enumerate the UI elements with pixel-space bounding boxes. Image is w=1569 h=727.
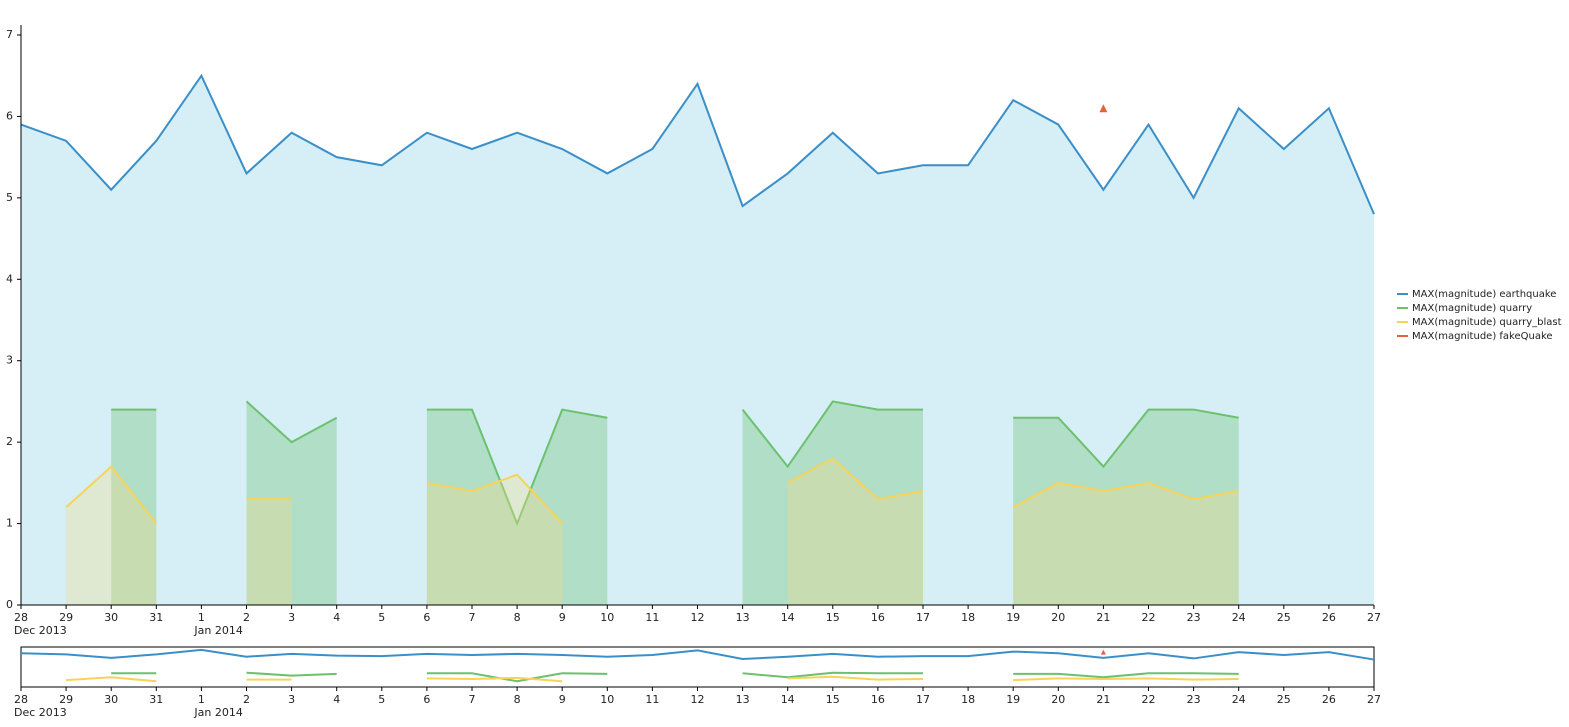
x-tick-label: 30	[104, 611, 118, 624]
line	[20, 73, 1375, 215]
x-tick-label: 8	[514, 693, 521, 706]
area	[111, 401, 1239, 605]
x-tick-label: 15	[826, 693, 840, 706]
x-tick-label: 4	[333, 611, 340, 624]
x-tick-label: 16	[871, 693, 885, 706]
y-tick-label: 3	[6, 354, 13, 367]
x-tick-label: 21	[1096, 611, 1110, 624]
line	[111, 400, 1239, 527]
x-tick-label: 15	[826, 611, 840, 624]
x-tick-label: 21	[1096, 693, 1110, 706]
x-tick-label: 10	[600, 693, 614, 706]
x-tick-label: 12	[691, 693, 705, 706]
x-tick-label: 17	[916, 611, 930, 624]
x-tick-label: 6	[423, 693, 430, 706]
x-tick-label: 19	[1006, 693, 1020, 706]
x-tick-label: 16	[871, 611, 885, 624]
legend-label: MAX(magnitude) earthquake	[1412, 289, 1556, 300]
x-tick-label: 28	[14, 693, 28, 706]
y-tick-label: 1	[6, 517, 13, 530]
x-tick-label: 30	[104, 693, 118, 706]
x-tick-label: 18	[961, 693, 975, 706]
x-month-label: Dec 2013	[14, 624, 67, 637]
x-tick-label: 22	[1142, 611, 1156, 624]
x-tick-label: 3	[288, 611, 295, 624]
x-tick-label: 27	[1367, 693, 1381, 706]
x-tick-label: 6	[423, 611, 430, 624]
x-tick-label: 9	[559, 611, 566, 624]
area	[66, 458, 1239, 605]
line	[65, 457, 1239, 525]
x-tick-label: 11	[645, 693, 659, 706]
x-tick-label: 11	[645, 611, 659, 624]
x-tick-label: 14	[781, 611, 795, 624]
x-tick-label: 22	[1142, 693, 1156, 706]
x-month-label: Jan 2014	[193, 706, 242, 719]
x-tick-label: 31	[149, 693, 163, 706]
x-tick-label: 7	[469, 611, 476, 624]
y-tick-label: 5	[6, 191, 13, 204]
x-tick-label: 4	[333, 693, 340, 706]
x-month-label: Dec 2013	[14, 706, 67, 719]
x-tick-label: 29	[59, 611, 73, 624]
x-month-label: Jan 2014	[193, 624, 242, 637]
y-tick-label: 0	[6, 598, 13, 611]
y-tick-label: 6	[6, 109, 13, 122]
marker	[1100, 649, 1106, 655]
x-tick-label: 10	[600, 611, 614, 624]
line	[66, 675, 1239, 683]
marker	[1099, 104, 1108, 113]
x-tick-label: 26	[1322, 693, 1336, 706]
x-tick-label: 26	[1322, 611, 1336, 624]
x-tick-label: 17	[916, 693, 930, 706]
x-tick-label: 19	[1006, 611, 1020, 624]
x-tick-label: 27	[1367, 611, 1381, 624]
x-tick-label: 25	[1277, 693, 1291, 706]
legend-label: MAX(magnitude) fakeQuake	[1412, 331, 1553, 342]
x-tick-label: 23	[1187, 693, 1201, 706]
line	[20, 648, 1375, 661]
x-tick-label: 29	[59, 693, 73, 706]
x-tick-label: 13	[736, 693, 750, 706]
x-tick-label: 23	[1187, 611, 1201, 624]
x-tick-label: 28	[14, 611, 28, 624]
area	[21, 75, 1374, 605]
x-tick-label: 1	[198, 693, 205, 706]
x-tick-label: 9	[559, 693, 566, 706]
legend-label: MAX(magnitude) quarry	[1412, 303, 1532, 314]
y-tick-label: 4	[6, 272, 13, 285]
x-tick-label: 20	[1051, 611, 1065, 624]
x-tick-label: 20	[1051, 693, 1065, 706]
x-tick-label: 13	[736, 611, 750, 624]
x-tick-label: 18	[961, 611, 975, 624]
x-tick-label: 2	[243, 611, 250, 624]
line	[111, 671, 1239, 683]
x-tick-label: 24	[1232, 611, 1246, 624]
x-tick-label: 1	[198, 611, 205, 624]
y-tick-label: 2	[6, 435, 13, 448]
x-tick-label: 2	[243, 693, 250, 706]
x-tick-label: 3	[288, 693, 295, 706]
x-tick-label: 12	[691, 611, 705, 624]
x-tick-label: 14	[781, 693, 795, 706]
legend-label: MAX(magnitude) quarry_blast	[1412, 317, 1562, 328]
x-tick-label: 31	[149, 611, 163, 624]
x-tick-label: 7	[469, 693, 476, 706]
x-tick-label: 5	[378, 693, 385, 706]
x-tick-label: 5	[378, 611, 385, 624]
x-tick-label: 8	[514, 611, 521, 624]
y-tick-label: 7	[6, 28, 13, 41]
x-tick-label: 25	[1277, 611, 1291, 624]
x-tick-label: 24	[1232, 693, 1246, 706]
